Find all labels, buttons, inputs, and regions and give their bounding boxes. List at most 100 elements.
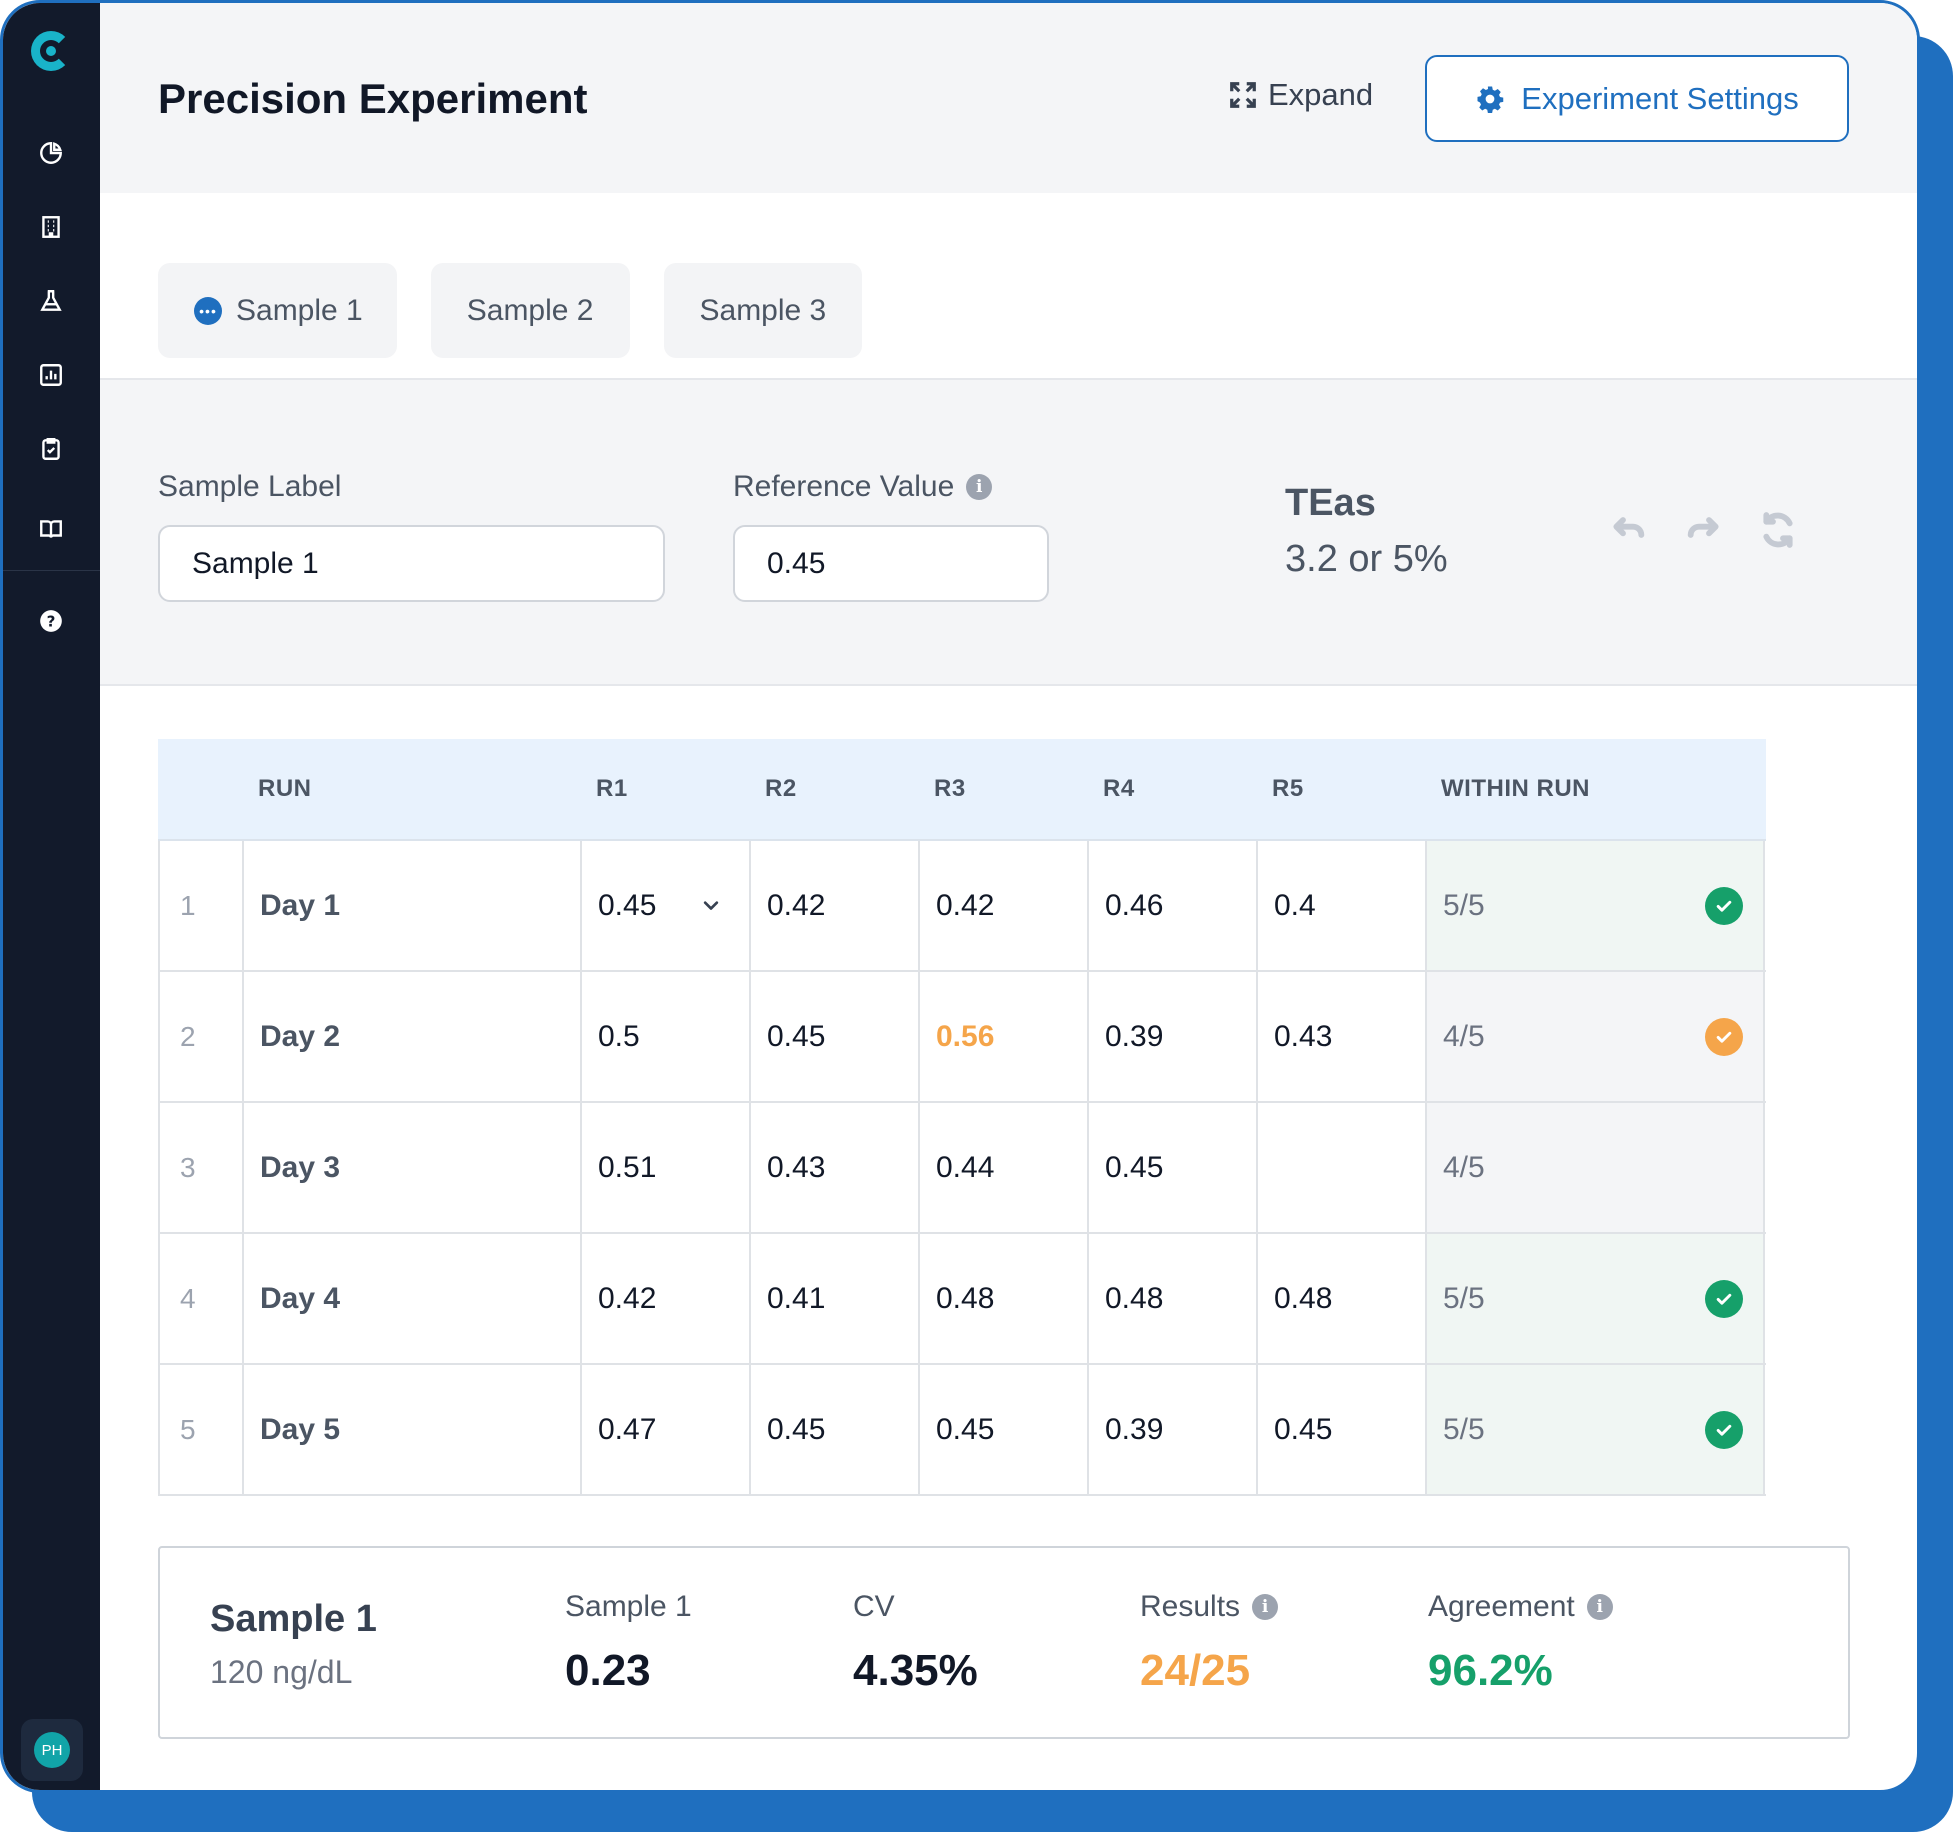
sidebar: ? PH [3,3,100,1790]
header-r4: R4 [1103,775,1135,802]
table-row: 2 Day 2 0.5 0.45 0.56 0.39 0.43 4/5 [158,972,1766,1103]
value-cell-r3[interactable]: 0.45 [920,1365,1089,1494]
table-row: 3 Day 3 0.51 0.43 0.44 0.45 4/5 [158,1103,1766,1234]
summary-subtitle: 120 ng/dL [210,1654,353,1690]
reference-value-input[interactable]: 0.45 [733,525,1049,602]
runs-table: RUN R1 R2 R3 R4 R5 WITHIN RUN 1 Day 1 0.… [158,739,1766,1496]
run-name[interactable]: Day 5 [244,1365,582,1494]
building-icon[interactable] [37,213,65,241]
within-run-value: 5/5 [1443,888,1485,922]
expand-icon [1230,82,1256,108]
stat-value-sample: 0.23 [565,1646,651,1695]
experiment-settings-button[interactable]: Experiment Settings [1425,55,1849,142]
check-circle-icon [1705,1410,1743,1449]
stat-label-text: Results [1140,1590,1241,1623]
value-cell-r5-empty[interactable] [1258,1103,1427,1232]
more-icon[interactable]: ••• [194,296,222,325]
value-cell-r4[interactable]: 0.39 [1089,972,1258,1101]
run-name[interactable]: Day 1 [244,841,582,970]
reset-icon[interactable] [1758,510,1798,550]
bar-chart-icon[interactable] [37,361,65,389]
redo-icon[interactable] [1684,510,1724,550]
page-title: Precision Experiment [158,75,588,122]
value-cell-r3[interactable]: 0.44 [920,1103,1089,1232]
info-icon[interactable]: i [1586,1594,1613,1620]
value-cell-r2[interactable]: 0.42 [751,841,920,970]
header-r1: R1 [596,775,628,802]
gear-icon [1477,86,1504,113]
sample-tabs: ••• Sample 1 Sample 2 Sample 3 [158,263,863,358]
within-run-cell: 5/5 [1427,1234,1765,1363]
row-index: 3 [160,1103,244,1232]
info-icon[interactable]: i [1252,1594,1279,1620]
avatar: PH [34,1732,70,1768]
info-icon[interactable]: i [966,474,993,500]
value-cell-r1[interactable]: 0.42 [582,1234,751,1363]
value-cell-r5[interactable]: 0.43 [1258,972,1427,1101]
stat-label-text: Agreement [1428,1590,1575,1623]
help-icon[interactable]: ? [37,607,65,635]
value-cell-r5[interactable]: 0.4 [1258,841,1427,970]
book-icon[interactable] [37,515,65,543]
value-cell-r4[interactable]: 0.46 [1089,841,1258,970]
header-r5: R5 [1272,775,1304,802]
run-name[interactable]: Day 3 [244,1103,582,1232]
sidebar-divider [3,570,100,571]
tab-sample-3[interactable]: Sample 3 [663,263,863,358]
sample-form: Sample Label Sample 1 Reference Value i … [100,380,1917,686]
value-cell-r1[interactable]: 0.51 [582,1103,751,1232]
value-cell-r1[interactable]: 0.45 [582,841,751,970]
user-menu[interactable]: PH [21,1719,83,1781]
stat-label-text: Sample 1 [565,1590,692,1623]
value-cell-r3[interactable]: 0.48 [920,1234,1089,1363]
value-cell-r4[interactable]: 0.39 [1089,1365,1258,1494]
chevron-down-icon[interactable] [701,896,721,916]
header-r3: R3 [934,775,966,802]
value-cell-r4[interactable]: 0.45 [1089,1103,1258,1232]
stat-value-agreement: 96.2% [1428,1646,1553,1695]
clipboard-check-icon[interactable] [37,435,65,463]
row-index: 1 [160,841,244,970]
within-run-value: 4/5 [1443,1019,1485,1053]
value-cell-r2[interactable]: 0.43 [751,1103,920,1232]
value-cell-r1[interactable]: 0.5 [582,972,751,1101]
value-cell-r2[interactable]: 0.45 [751,1365,920,1494]
tab-label: Sample 3 [699,293,827,327]
value-cell-r4[interactable]: 0.48 [1089,1234,1258,1363]
sample-label-input[interactable]: Sample 1 [158,525,665,602]
within-run-cell: 4/5 [1427,972,1765,1101]
value-cell-r2[interactable]: 0.41 [751,1234,920,1363]
within-run-cell: 5/5 [1427,1365,1765,1494]
stat-label-results: Results i [1140,1590,1279,1624]
check-circle-icon [1705,1279,1743,1318]
experiment-settings-label: Experiment Settings [1521,80,1799,116]
app-window: ? PH Precision Experiment Expand Experim… [0,0,1920,1793]
header-r2: R2 [765,775,797,802]
tab-sample-1[interactable]: ••• Sample 1 [158,263,397,358]
value-cell-r5[interactable]: 0.48 [1258,1234,1427,1363]
teas-label: TEas [1285,482,1376,524]
app-logo[interactable] [31,31,71,71]
stat-label-text: CV [853,1590,895,1623]
svg-text:?: ? [47,612,56,630]
value-cell-r5[interactable]: 0.45 [1258,1365,1427,1494]
flask-icon[interactable] [37,287,65,315]
value-cell-r1[interactable]: 0.47 [582,1365,751,1494]
value-cell-r2[interactable]: 0.45 [751,972,920,1101]
page-header: Precision Experiment Expand Experiment S… [100,3,1917,193]
stat-value-cv: 4.35% [853,1646,978,1695]
row-index: 5 [160,1365,244,1494]
within-run-value: 5/5 [1443,1281,1485,1315]
value-cell-r3[interactable]: 0.42 [920,841,1089,970]
tabs-divider [100,378,1917,380]
undo-icon[interactable] [1608,510,1648,550]
stat-value-results: 24/25 [1140,1646,1251,1695]
pie-chart-icon[interactable] [37,139,65,167]
value-cell-r3-flagged[interactable]: 0.56 [920,972,1089,1101]
expand-button[interactable]: Expand [1228,77,1373,113]
summary-title: Sample 1 [210,1598,377,1640]
run-name[interactable]: Day 4 [244,1234,582,1363]
within-run-value: 4/5 [1443,1150,1485,1184]
run-name[interactable]: Day 2 [244,972,582,1101]
tab-sample-2[interactable]: Sample 2 [430,263,630,358]
